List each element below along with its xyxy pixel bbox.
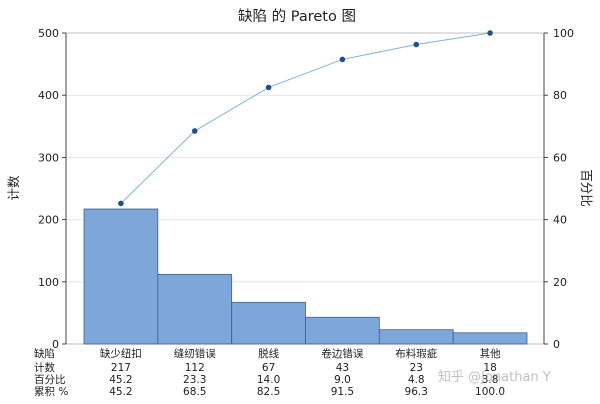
cumulative-line-series (118, 30, 493, 207)
count-cell: 67 (262, 362, 275, 374)
bar-series (83, 208, 528, 345)
right-y-axis: 0 20 40 60 80 100 (543, 27, 574, 351)
left-y-axis: 0 100 200 300 400 500 (38, 27, 67, 351)
bar-6 (452, 332, 528, 345)
count-cell: 43 (336, 362, 349, 374)
cumulative-point-4 (339, 56, 346, 63)
left-tick-label: 300 (38, 151, 59, 164)
cumulative-point-5 (413, 41, 420, 48)
cumulative-cell: 82.5 (257, 386, 280, 398)
category-cell: 缝纫错误 (174, 347, 216, 360)
table-row-label: 计数 (34, 361, 55, 374)
table-row-label: 缺陷 (34, 347, 55, 360)
left-tick-label: 200 (38, 214, 59, 227)
right-tick-label: 100 (553, 27, 574, 40)
right-axis-label: 百分比 (579, 169, 594, 207)
watermark: 知乎 @Jonathan Y (438, 370, 551, 385)
left-tick-label: 0 (52, 338, 59, 351)
percent-cell: 23.3 (183, 374, 206, 386)
left-tick-label: 100 (38, 276, 59, 289)
count-cell: 112 (185, 362, 205, 374)
table-row-label: 累积 % (34, 386, 68, 398)
left-axis-label: 计数 (6, 175, 21, 201)
cumulative-point-3 (265, 84, 272, 91)
percent-cell: 9.0 (334, 374, 351, 386)
bar-3 (231, 301, 306, 345)
left-tick-label: 500 (38, 27, 59, 40)
cumulative-cell: 91.5 (331, 386, 354, 398)
cumulative-cell: 68.5 (183, 386, 206, 398)
percent-cell: 3.8 (482, 374, 499, 386)
percent-cell: 14.0 (257, 374, 280, 386)
table-row-label: 百分比 (34, 373, 66, 386)
cumulative-cell: 100.0 (475, 386, 505, 398)
left-tick-label: 400 (38, 89, 59, 102)
cumulative-point-1 (118, 200, 124, 207)
cumulative-point-2 (191, 128, 198, 134)
right-tick-label: 20 (553, 276, 567, 289)
cumulative-cell: 45.2 (109, 386, 132, 398)
category-cell: 卷边错误 (321, 347, 363, 360)
right-tick-label: 60 (553, 151, 567, 164)
bar-2 (157, 273, 233, 345)
bar-5 (378, 329, 454, 345)
cumulative-cell: 96.3 (405, 386, 428, 398)
bar-1 (83, 208, 159, 345)
cumulative-line (120, 32, 491, 204)
right-tick-label: 80 (553, 89, 567, 102)
category-cell: 其他 (480, 347, 501, 360)
cumulative-point-6 (487, 30, 493, 36)
count-cell: 23 (410, 362, 423, 374)
category-cell: 缺少纽扣 (100, 347, 142, 360)
percent-cell: 4.8 (408, 374, 425, 386)
chart-title: 缺陷 的 Pareto 图 (238, 8, 356, 25)
category-cell: 脱线 (258, 347, 279, 360)
percent-cell: 45.2 (109, 374, 132, 386)
right-tick-label: 40 (553, 214, 567, 227)
count-cell: 18 (483, 362, 496, 374)
bar-4 (305, 316, 380, 345)
category-cell: 布料瑕疵 (395, 347, 437, 360)
right-tick-label: 0 (553, 338, 560, 351)
count-cell: 217 (111, 362, 131, 374)
